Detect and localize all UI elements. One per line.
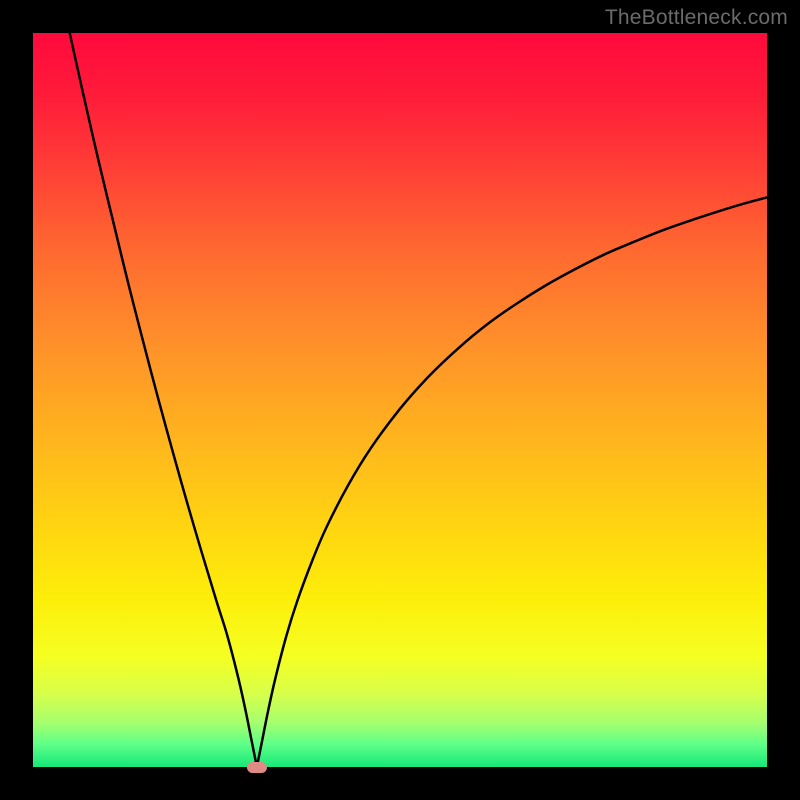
chart-container: TheBottleneck.com (0, 0, 800, 800)
bottleneck-curve (33, 33, 767, 767)
minimum-marker (247, 762, 267, 773)
plot-area (33, 33, 767, 767)
site-watermark: TheBottleneck.com (605, 6, 788, 30)
